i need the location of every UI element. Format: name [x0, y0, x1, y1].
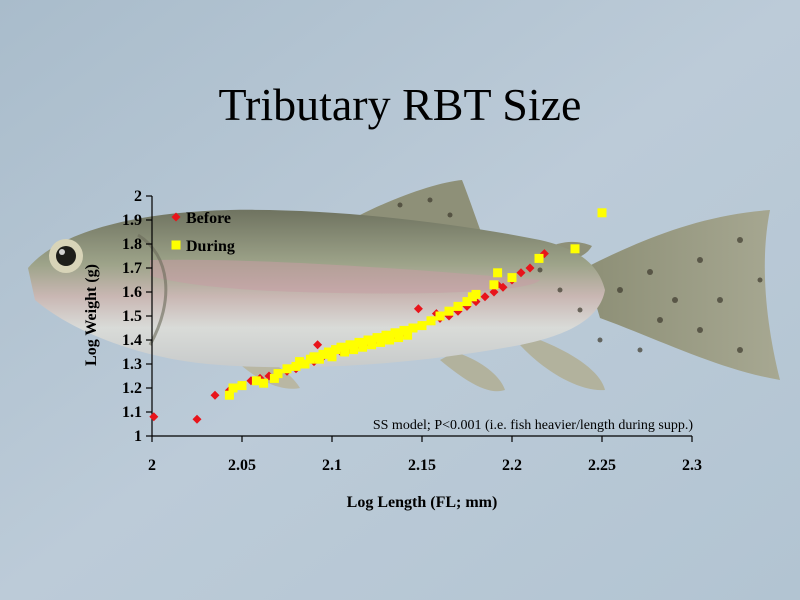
during-point [435, 311, 445, 321]
y-tick-label: 1.5 [122, 308, 142, 325]
chart-legend: Before During [171, 210, 235, 255]
y-tick-label: 1.2 [122, 380, 142, 397]
x-tick-label: 2.1 [322, 457, 342, 474]
during-point [390, 328, 400, 338]
during-point [349, 345, 359, 355]
before-point [525, 263, 535, 273]
x-tick-label: 2.15 [408, 457, 436, 474]
x-tick-label: 2.05 [228, 457, 256, 474]
during-point [394, 333, 404, 343]
during-point [228, 383, 238, 393]
during-point [570, 244, 580, 254]
during-point [372, 333, 382, 343]
during-point [417, 321, 427, 331]
y-tick-label: 1 [134, 428, 142, 445]
during-point [367, 340, 377, 350]
x-axis-label: Log Length (FL; mm) [347, 494, 498, 511]
during-point [471, 289, 481, 299]
during-point [358, 342, 368, 352]
before-point [413, 304, 423, 314]
during-point [251, 376, 261, 386]
during-point [507, 273, 517, 283]
during-point [309, 352, 319, 362]
x-tick-label: 2 [148, 457, 156, 474]
legend-label-during: During [186, 238, 235, 255]
before-point [149, 412, 159, 422]
during-point [462, 297, 472, 307]
x-tick-label: 2.25 [588, 457, 616, 474]
during-point [493, 268, 503, 278]
during-point [403, 330, 413, 340]
during-point [327, 352, 337, 362]
before-point [480, 292, 490, 302]
during-point [399, 325, 409, 335]
during-point [318, 349, 328, 359]
during-point [269, 373, 279, 383]
during-point [534, 253, 544, 263]
before-point [313, 340, 323, 350]
chart-axes: 2 2.05 2.1 2.15 2.2 2.25 2.3 1 1.1 1.2 1.3 1.4 1.5 1.… [122, 188, 702, 474]
y-tick-label: 2 [134, 188, 142, 205]
x-tick-label: 2.2 [502, 457, 522, 474]
during-point [444, 306, 454, 316]
y-tick-label: 1.1 [122, 404, 142, 421]
during-point [273, 369, 283, 379]
during-point [300, 359, 310, 369]
y-tick-label: 1.8 [122, 236, 142, 253]
y-tick-label: 1.4 [122, 332, 142, 349]
during-point [282, 364, 292, 374]
during-point [295, 357, 305, 367]
y-tick-label: 1.7 [122, 260, 142, 277]
before-point [489, 287, 499, 297]
during-point [340, 347, 350, 357]
y-tick-label: 1.6 [122, 284, 142, 301]
x-tick-label: 2.3 [682, 457, 702, 474]
during-point [381, 330, 391, 340]
chart-annotation: SS model; P<0.001 (i.e. fish heavier/len… [373, 418, 693, 433]
before-point [516, 268, 526, 278]
during-point [331, 345, 341, 355]
during-point [489, 280, 499, 290]
during-point [408, 323, 418, 333]
during-point [453, 301, 463, 311]
y-tick-label: 1.3 [122, 356, 142, 373]
during-point [336, 342, 346, 352]
during-point [363, 335, 373, 345]
during-point [259, 378, 269, 388]
during-point [345, 340, 355, 350]
during-point [314, 354, 324, 364]
during-point [426, 316, 436, 326]
during-point [376, 337, 386, 347]
during-point [354, 337, 364, 347]
chart-points [149, 208, 607, 424]
y-tick-label: 1.9 [122, 212, 142, 229]
during-point [597, 208, 607, 218]
legend-label-before: Before [186, 210, 231, 227]
during-point [224, 390, 234, 400]
during-point [323, 347, 333, 357]
before-point [192, 414, 202, 424]
before-legend-marker [171, 212, 181, 222]
during-point [385, 335, 395, 345]
during-legend-marker [171, 240, 181, 250]
before-point [498, 282, 508, 292]
during-point [237, 381, 247, 391]
slide-title: Tributary RBT Size [218, 79, 582, 130]
during-point [291, 361, 301, 371]
before-point [210, 390, 220, 400]
y-axis-label: Log Weight (g) [83, 264, 100, 366]
